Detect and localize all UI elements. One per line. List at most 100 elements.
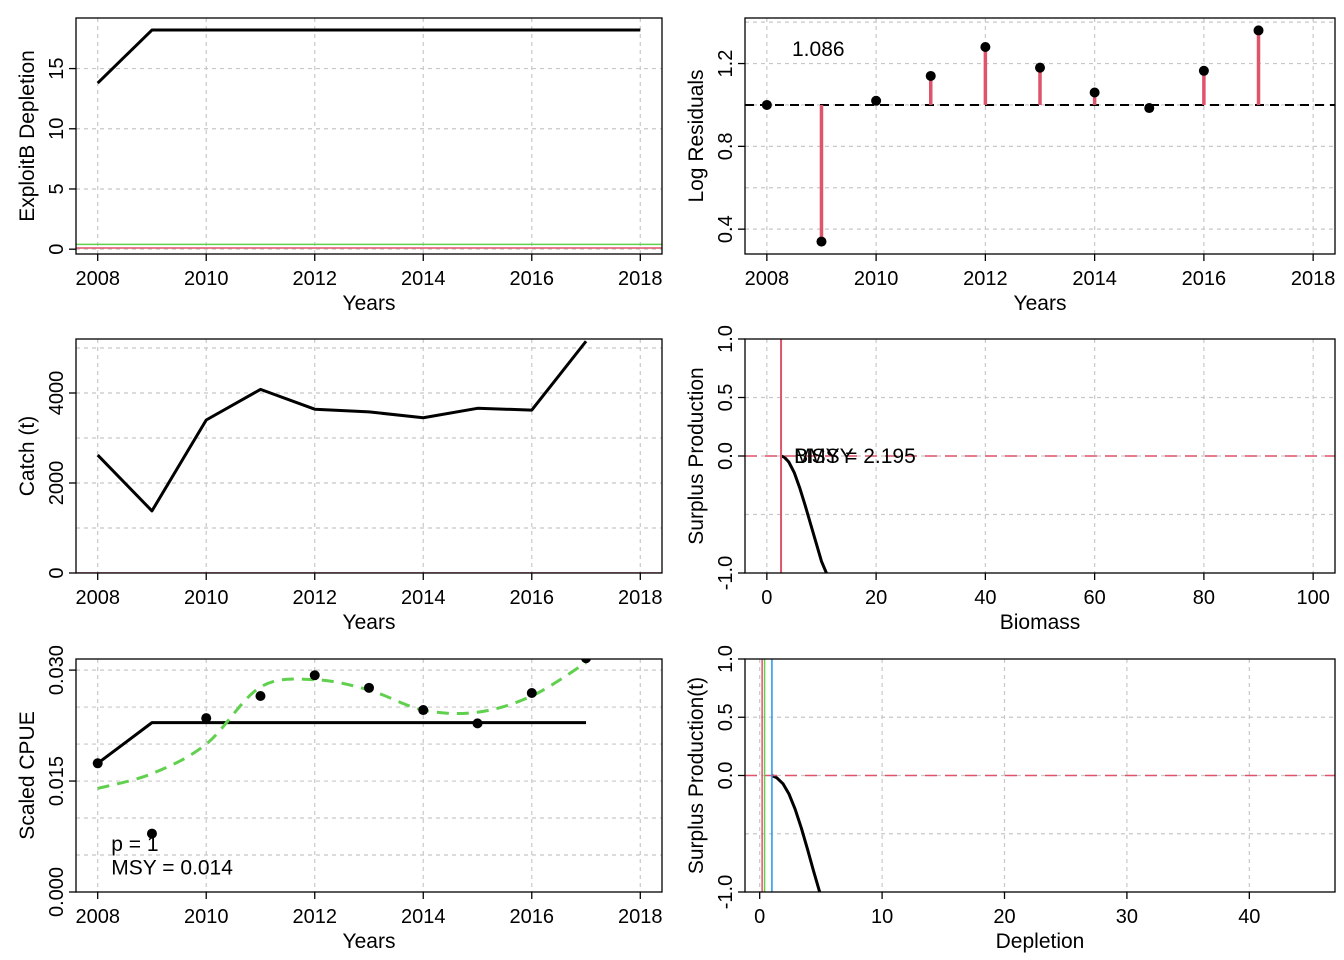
- x-tick-label: 2010: [854, 268, 899, 290]
- plot-area: [92, 659, 591, 839]
- x-tick-label: 30: [1116, 906, 1138, 928]
- panel-p5: 2008 2010 2012 2014 2016 2018 0.000 0.015 0.030 Y…: [16, 645, 663, 953]
- x-tick-label: 2008: [75, 906, 120, 928]
- y-axis-label: Log Residuals: [685, 69, 708, 202]
- series-line: [771, 774, 822, 892]
- plot-frame: [75, 658, 663, 893]
- y-tick-label: 10: [46, 118, 68, 140]
- x-tick-label: 20: [865, 587, 887, 609]
- x-tick-label: 2010: [184, 587, 229, 609]
- plot-area: [76, 28, 662, 249]
- data-point: [526, 688, 537, 699]
- y-tick-label: 0.000: [46, 867, 68, 917]
- y-tick-label: 15: [46, 57, 68, 79]
- panel-p6: 0 10 20 30 40 -1.0 0.0 0.5 1.0 Depletion Surplus P…: [685, 645, 1336, 953]
- data-point: [146, 828, 157, 839]
- y-tick-label: 4000: [46, 371, 68, 416]
- data-point: [255, 690, 266, 701]
- panel-annotation: MSY = 2.195: [794, 445, 916, 468]
- data-point: [925, 70, 936, 81]
- y-tick-label: 0.0: [715, 442, 737, 470]
- y-axis-label: Catch (t): [16, 416, 39, 497]
- x-tick-label: 100: [1296, 587, 1329, 609]
- x-tick-label: 2014: [401, 587, 446, 609]
- x-tick-label: 20: [993, 906, 1015, 928]
- data-point: [1144, 103, 1155, 114]
- panel-annotation: 1.086: [792, 38, 845, 61]
- panel-annotation: MSY = 0.014: [111, 857, 233, 880]
- y-tick-label: 0.030: [46, 645, 68, 695]
- x-tick-label: 2010: [184, 906, 229, 928]
- x-tick-label: 2008: [75, 587, 120, 609]
- plot-frame: [75, 17, 663, 255]
- data-point: [1089, 87, 1100, 98]
- y-tick-label: 0.5: [715, 384, 737, 412]
- x-axis-label: Years: [343, 292, 396, 315]
- data-point: [581, 659, 591, 664]
- x-tick-label: 2018: [618, 587, 663, 609]
- plot-frame: [75, 338, 663, 574]
- x-tick-label: 2012: [963, 268, 1008, 290]
- series-line: [97, 661, 587, 790]
- x-tick-label: 2016: [510, 268, 555, 290]
- panel-annotation: p = 1: [111, 833, 158, 856]
- data-point: [309, 670, 320, 681]
- x-tick-label: 2012: [292, 268, 337, 290]
- x-tick-label: 2014: [401, 268, 446, 290]
- data-point: [364, 682, 374, 693]
- x-tick-label: 0: [761, 587, 772, 609]
- x-tick-label: 40: [974, 587, 996, 609]
- series-line: [780, 454, 828, 573]
- plot-frame: [744, 17, 1336, 255]
- y-tick-label: -1.0: [715, 875, 737, 909]
- series-line: [96, 721, 587, 765]
- x-axis-label: Biomass: [1000, 611, 1081, 634]
- y-tick-label: 1.2: [715, 50, 737, 78]
- data-point: [1198, 65, 1209, 76]
- x-tick-label: 2018: [1291, 268, 1336, 290]
- plot-area: [76, 340, 662, 573]
- y-tick-label: 2000: [46, 461, 68, 506]
- data-point: [201, 713, 212, 724]
- x-tick-label: 2008: [745, 268, 790, 290]
- y-tick-label: 0.5: [715, 703, 737, 731]
- panel-p4: 0 20 40 60 80 100 -1.0 0.0 0.5 1.0 Biomass Surplus …: [685, 325, 1336, 634]
- x-tick-label: 40: [1238, 906, 1260, 928]
- x-tick-label: 2018: [618, 906, 663, 928]
- plot-area: [745, 659, 1335, 892]
- data-point: [980, 41, 991, 52]
- x-tick-label: 2016: [510, 906, 555, 928]
- data-point: [1253, 25, 1264, 36]
- series-line: [96, 28, 641, 85]
- panel-p1: 2008 2010 2012 2014 2016 2018 0 5 10 15 Years Explo…: [16, 17, 663, 315]
- x-tick-label: 2014: [1072, 268, 1117, 290]
- plot-area: [745, 25, 1335, 247]
- y-tick-label: 5: [46, 183, 68, 194]
- y-axis-label: ExploitB Depletion: [16, 50, 39, 222]
- x-tick-label: 2012: [292, 587, 337, 609]
- x-axis-label: Years: [1014, 292, 1067, 315]
- y-tick-label: 1.0: [715, 325, 737, 353]
- x-axis-label: Years: [343, 611, 396, 634]
- y-tick-label: 0: [46, 567, 68, 578]
- y-axis-label: Scaled CPUE: [16, 711, 39, 839]
- y-axis-label: Surplus Production: [685, 367, 708, 544]
- x-axis-label: Years: [343, 930, 396, 953]
- data-point: [472, 718, 483, 729]
- data-point: [816, 236, 827, 247]
- x-tick-label: 2010: [184, 268, 229, 290]
- series-line: [96, 340, 588, 513]
- x-tick-label: 10: [871, 906, 893, 928]
- x-tick-label: 2016: [510, 587, 555, 609]
- panel-p3: 2008 2010 2012 2014 2016 2018 0 2000 4000 Years Ca…: [16, 338, 663, 634]
- y-tick-label: 1.0: [715, 645, 737, 673]
- panel-p2: 2008 2010 2012 2014 2016 2018 0.4 0.8 1.2 Years Lo…: [685, 17, 1336, 315]
- x-tick-label: 2012: [292, 906, 337, 928]
- x-tick-label: 80: [1193, 587, 1215, 609]
- x-tick-label: 2016: [1182, 268, 1227, 290]
- y-tick-label: 0.015: [46, 756, 68, 806]
- data-point: [871, 95, 882, 106]
- y-axis-label: Surplus Production(t): [685, 677, 708, 874]
- data-point: [1035, 62, 1045, 73]
